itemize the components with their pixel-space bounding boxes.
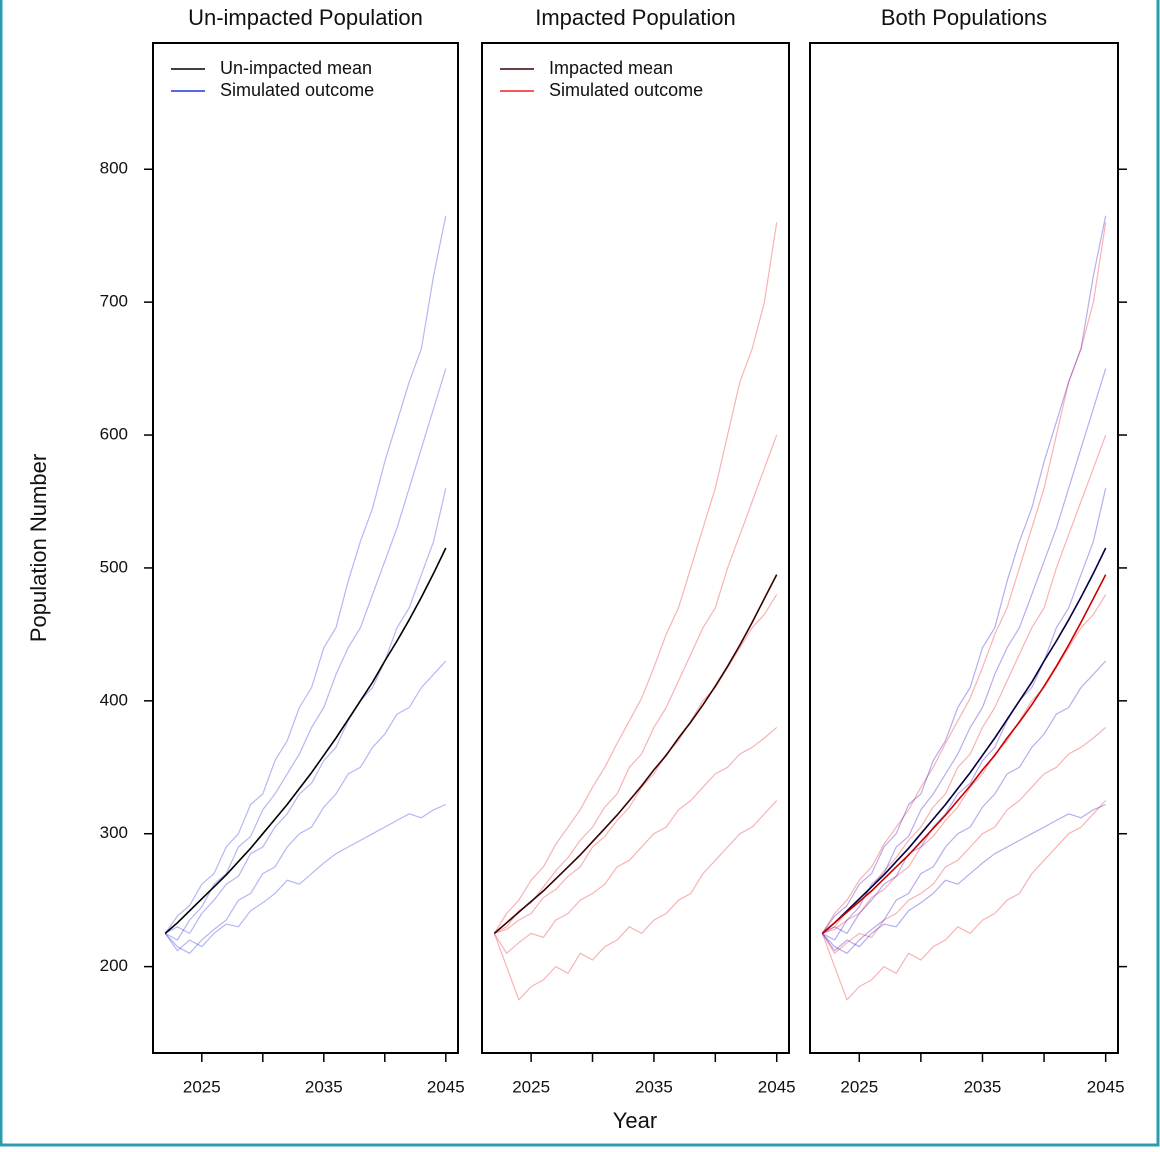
simulated-line [164,660,447,954]
y-axis-label: Population Number [26,454,51,642]
simulated-line [821,803,1106,952]
simulated-line [493,800,778,1001]
legend-label: Simulated outcome [220,80,374,100]
simulated-line [493,726,778,954]
panel-frame [481,42,790,1054]
simulated-line [164,368,447,941]
y-tick-label: 700 [100,292,128,311]
x-tick-label: 2035 [305,1077,343,1096]
legend-label: Impacted mean [549,58,673,78]
y-tick-label: 400 [100,690,128,709]
simulated-line [821,660,1107,954]
y-tick-label: 300 [100,823,128,842]
legend-label: Simulated outcome [549,80,703,100]
x-tick-label: 2035 [964,1077,1002,1096]
simulated-line [164,803,447,952]
x-tick-label: 2035 [635,1077,673,1096]
x-tick-label: 2025 [183,1077,221,1096]
panel-frame [809,42,1119,1054]
x-tick-label: 2025 [840,1077,878,1096]
mean-line [821,574,1107,935]
simulated-line [821,215,1107,934]
panel-frame [152,42,459,1054]
y-tick-label: 200 [100,956,128,975]
legend-label: Un-impacted mean [220,58,372,78]
y-tick-label: 500 [100,557,128,576]
simulated-line [822,434,1107,934]
x-axis-label: Year [613,1108,657,1133]
y-tick-label: 600 [100,425,128,444]
panel-title: Impacted Population [535,5,736,30]
simulated-line [821,726,1107,954]
mean-line [493,574,778,935]
simulated-line [494,434,778,934]
mean-line [821,547,1107,935]
simulated-line [821,800,1107,1001]
mean-line [164,547,447,935]
simulated-line [822,594,1107,934]
simulated-line [493,222,778,934]
x-tick-label: 2045 [427,1077,465,1096]
x-tick-label: 2045 [1087,1077,1125,1096]
x-tick-label: 2045 [758,1077,796,1096]
simulated-line [822,488,1107,934]
simulated-line [164,215,447,934]
simulated-line [164,488,447,934]
panel-title: Both Populations [881,5,1047,30]
x-tick-label: 2025 [512,1077,550,1096]
simulated-line [494,594,778,934]
panel-title: Un-impacted Population [188,5,423,30]
y-tick-label: 800 [100,159,128,178]
simulated-line [821,222,1107,934]
